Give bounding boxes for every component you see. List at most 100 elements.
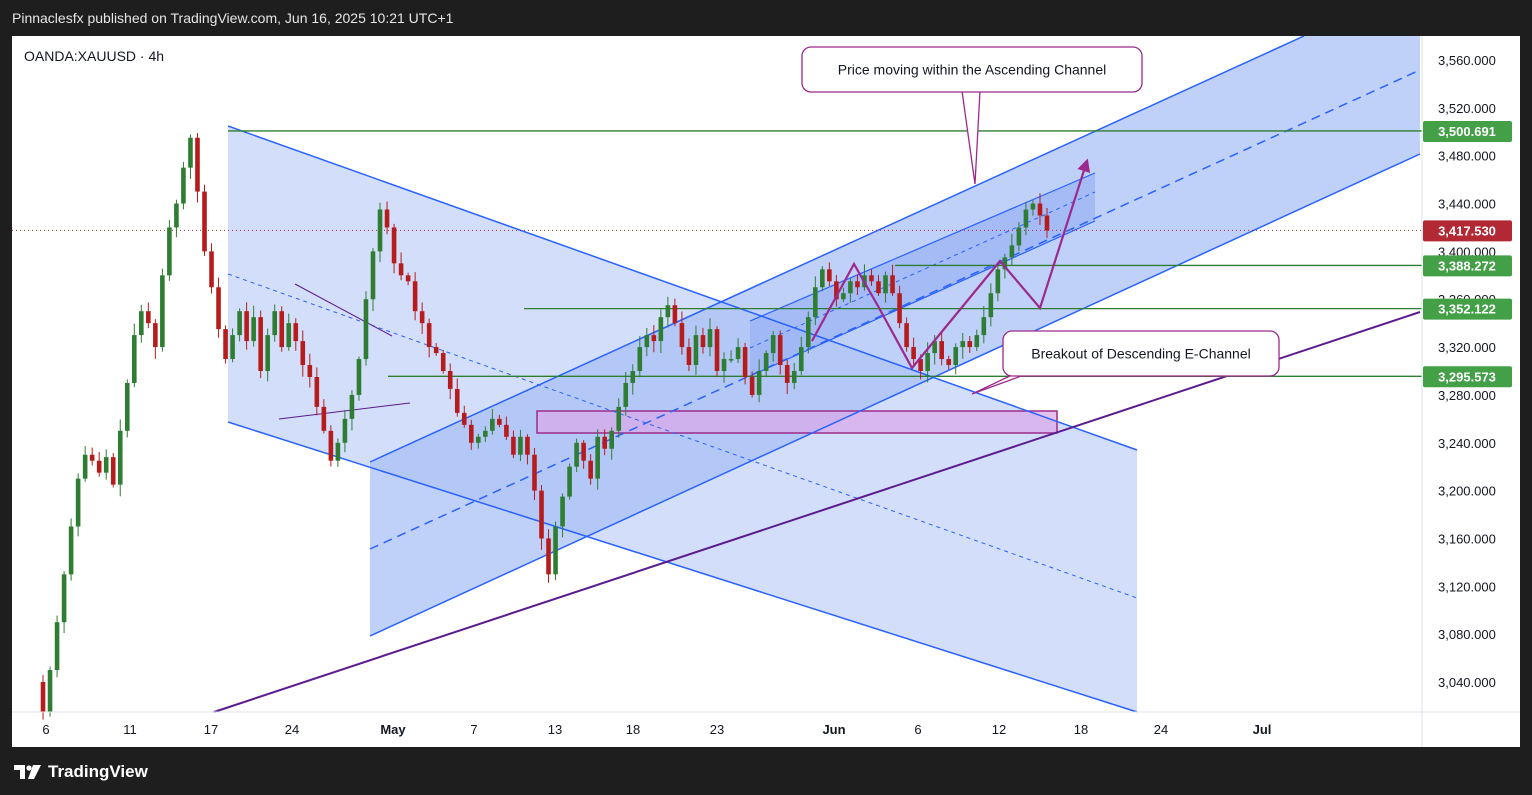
candle-body [721, 359, 727, 371]
candle [167, 219, 172, 281]
candle-body [244, 311, 249, 342]
candle-body [167, 227, 172, 276]
candle [960, 333, 966, 359]
candle-body [869, 275, 874, 282]
ascending-channel-median-line[interactable] [369, 69, 1421, 550]
time-axis-tick-label: 6 [42, 722, 49, 737]
tradingview-logo[interactable]: TradingView [14, 762, 148, 782]
candle-body [223, 329, 228, 360]
candle [588, 454, 593, 485]
candle [890, 264, 895, 296]
candle [784, 359, 790, 395]
candle [370, 248, 376, 312]
candle-body [209, 251, 214, 288]
candle [714, 326, 720, 377]
ascending-channel-upper-line[interactable] [369, 36, 1305, 463]
candle [237, 308, 242, 342]
candle-body [932, 341, 937, 354]
candle [735, 338, 741, 364]
projected-price-path[interactable] [811, 158, 1091, 370]
candle [827, 262, 832, 287]
candle [504, 416, 509, 441]
candle [103, 449, 109, 480]
candle-body [174, 203, 179, 228]
triangle-upper-line[interactable] [294, 283, 393, 337]
candle-body [1030, 203, 1036, 210]
candle [110, 453, 116, 488]
price-axis-tick-label: 3,160.000 [1438, 531, 1496, 546]
inner-channel-median-line[interactable] [749, 191, 1096, 349]
rising-support-trendline[interactable] [213, 311, 1421, 713]
price-tag-bg [1423, 220, 1512, 242]
inner-channel-lower-line[interactable] [749, 220, 1096, 377]
candle-body [272, 311, 278, 336]
candle [468, 419, 474, 450]
price-axis-tick-label: 3,120.000 [1438, 579, 1496, 594]
descending-channel-median-line[interactable] [227, 273, 1138, 599]
ascending-channel-lower-line[interactable] [369, 153, 1421, 637]
candle [230, 328, 235, 363]
level-price-tag[interactable]: 3,295.573 [1423, 366, 1512, 388]
candle [651, 325, 657, 353]
candle-body [349, 394, 355, 419]
candle-body [440, 353, 446, 371]
candle-body [904, 323, 909, 348]
price-tag-label: 3,500.691 [1438, 124, 1496, 139]
candle [1030, 199, 1036, 216]
candle [349, 389, 355, 431]
chart-frame[interactable]: Price moving within the Ascending Channe… [12, 36, 1520, 747]
level-price-tag[interactable]: 3,500.691 [1423, 120, 1512, 142]
candle-body [131, 335, 137, 383]
candle [665, 296, 671, 328]
price-tag-label: 3,417.530 [1438, 223, 1496, 238]
inner-channel-upper-line[interactable] [749, 172, 1096, 322]
candle-body [433, 347, 439, 354]
candle [286, 313, 292, 351]
candle [770, 330, 776, 362]
callout-box[interactable] [801, 46, 1143, 93]
candle [174, 199, 179, 238]
candle [139, 304, 144, 343]
brand-label: TradingView [48, 762, 148, 781]
candle [483, 426, 488, 443]
candle-body [644, 335, 650, 348]
candle [742, 342, 748, 385]
candle [279, 306, 285, 352]
candle [728, 350, 734, 363]
candle-body [328, 430, 334, 461]
candle-body [728, 359, 734, 361]
candle [679, 311, 685, 355]
candle [131, 323, 137, 388]
candle [117, 419, 123, 497]
chart-canvas[interactable]: Price moving within the Ascending Channe… [12, 36, 1520, 747]
current-price-tag[interactable]: 3,417.530 [1423, 220, 1512, 242]
candle [791, 362, 797, 390]
candle [644, 327, 650, 357]
candle-body [925, 353, 930, 371]
candle [1009, 233, 1015, 266]
candle [300, 330, 306, 377]
candle [321, 399, 327, 434]
candle-body [974, 335, 980, 348]
candle [251, 305, 256, 347]
candle [763, 350, 769, 378]
candle-body [953, 347, 959, 366]
candle [813, 276, 818, 326]
callout-ascending-channel[interactable]: Price moving within the Ascending Channe… [801, 46, 1143, 185]
candle [595, 429, 600, 490]
callout-breakout[interactable]: Breakout of Descending E-Channel [971, 330, 1280, 395]
time-axis-tick-label: 6 [914, 722, 921, 737]
candle-body [658, 317, 664, 342]
candle [974, 329, 980, 351]
candle [454, 378, 460, 417]
candle [1044, 208, 1050, 238]
demand-zone-box[interactable] [536, 410, 1058, 434]
descending-channel-upper-line[interactable] [227, 125, 1138, 451]
symbol-label: OANDA:XAUUSD · 4h [24, 48, 165, 64]
candle-body [370, 251, 376, 300]
callout-box[interactable] [1002, 330, 1280, 377]
descending-channel-lower-line[interactable] [227, 421, 1138, 713]
level-price-tag[interactable]: 3,352.122 [1423, 298, 1512, 320]
level-price-tag[interactable]: 3,388.272 [1423, 255, 1512, 277]
candle-body [939, 341, 944, 360]
